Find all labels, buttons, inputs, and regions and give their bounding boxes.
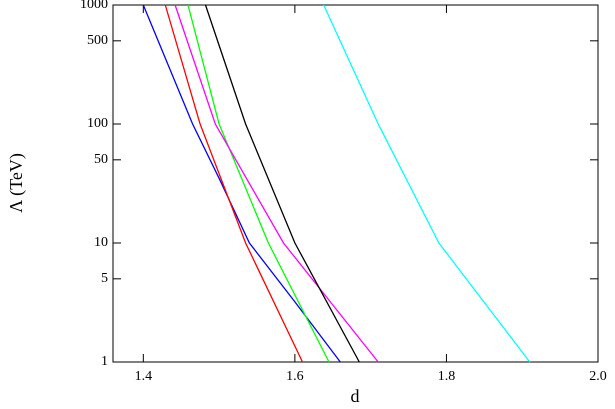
series-line [187, 4, 330, 363]
y-tick-label: 500 [87, 33, 108, 48]
y-axis-label: Λ (TeV) [6, 153, 27, 213]
y-tick-label: 100 [87, 116, 108, 131]
series-line [323, 4, 531, 363]
y-tick-label: 1000 [80, 0, 108, 12]
x-tick-label: 1.6 [286, 369, 304, 384]
series-line [164, 4, 304, 363]
plot-frame [112, 4, 599, 363]
x-axis-label: d [351, 386, 360, 406]
x-tick-label: 1.4 [135, 369, 153, 384]
y-tick-label: 50 [94, 152, 108, 167]
series-line [204, 4, 360, 363]
y-tick-label: 10 [94, 235, 108, 250]
y-tick-label: 5 [101, 271, 108, 286]
x-tick-label: 1.8 [438, 369, 456, 384]
series-line [142, 4, 341, 363]
series-line [174, 4, 379, 363]
y-tick-label: 1 [101, 354, 108, 369]
x-tick-label: 2.0 [589, 369, 607, 384]
